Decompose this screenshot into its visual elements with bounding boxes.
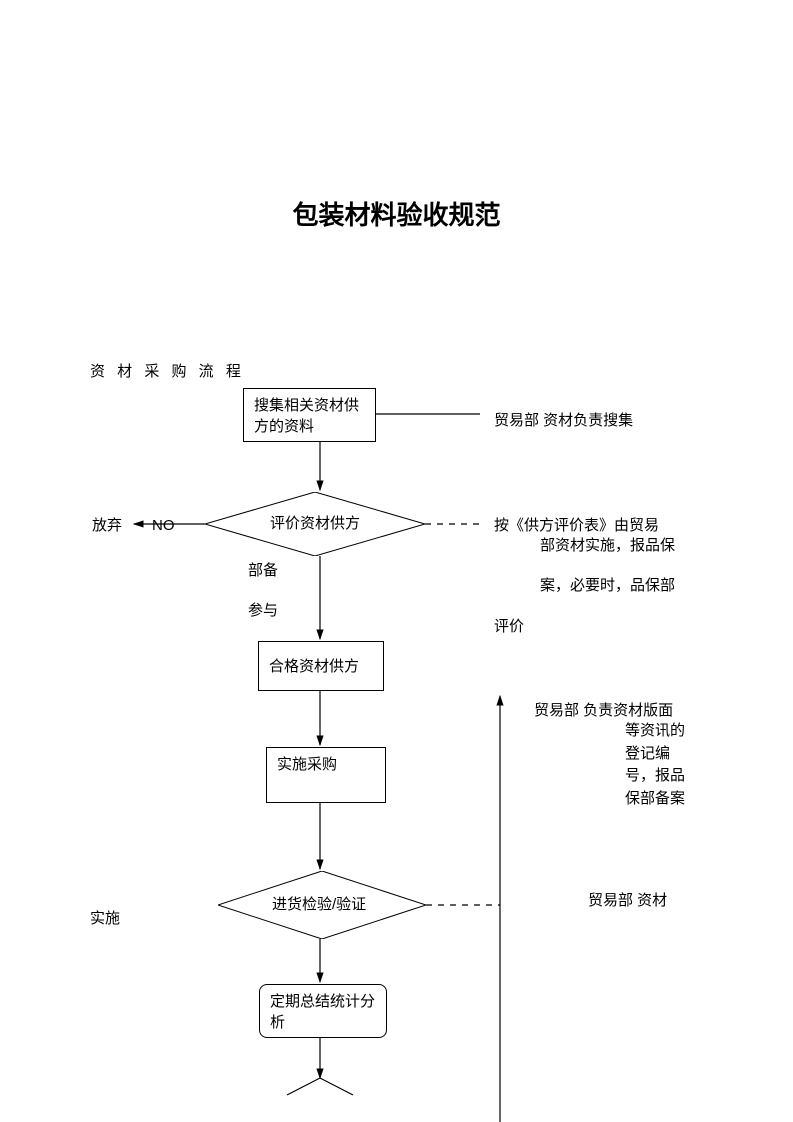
label-no: NO <box>152 515 175 538</box>
label-bube: 部备 <box>248 560 278 583</box>
note-2a-text: 按《供方评价表》由贸易 <box>494 517 659 534</box>
subtitle-text: 资 材 采 购 流 程 <box>90 363 245 380</box>
node-collect-text: 搜集相关资材供方的资料 <box>254 395 365 437</box>
note-2d-text: 评价 <box>494 618 524 635</box>
note-4: 贸易部 资材 <box>588 890 667 913</box>
label-shishi: 实施 <box>90 908 120 931</box>
note-2b: 部资材实施，报品保 <box>540 535 675 558</box>
node-evaluate-text: 评价资材供方 <box>270 515 360 532</box>
node-qualified: 合格资材供方 <box>258 641 384 691</box>
note-2d: 评价 <box>494 616 524 639</box>
node-inspect: 进货检验/验证 <box>218 871 426 939</box>
note-1: 贸易部 资材负责搜集 <box>494 410 633 433</box>
note-2b-text: 部资材实施，报品保 <box>540 537 675 554</box>
label-canyu-text: 参与 <box>248 602 278 619</box>
label-abandon: 放弃 <box>92 515 122 538</box>
page-title: 包装材料验收规范 <box>0 195 793 232</box>
label-bube-text: 部备 <box>248 562 278 579</box>
note-3b-text: 等资讯的登记编号，报品保部备案 <box>625 722 685 807</box>
node-analysis-text: 定期总结统计分析 <box>270 991 376 1033</box>
node-procure-text: 实施采购 <box>277 754 337 775</box>
node-analysis: 定期总结统计分析 <box>259 984 387 1038</box>
note-1-text: 贸易部 资材负责搜集 <box>494 412 633 429</box>
section-subtitle: 资 材 采 购 流 程 <box>90 360 245 381</box>
flow-lines <box>0 0 793 1122</box>
node-procure: 实施采购 <box>266 747 386 803</box>
note-2c-text: 案，必要时，品保部 <box>540 577 675 594</box>
note-4-text: 贸易部 资材 <box>588 892 667 909</box>
node-collect: 搜集相关资材供方的资料 <box>243 388 376 442</box>
node-evaluate: 评价资材供方 <box>205 492 425 556</box>
note-3b: 等资讯的登记编号，报品保部备案 <box>625 720 685 810</box>
node-qualified-text: 合格资材供方 <box>269 656 359 677</box>
label-shishi-text: 实施 <box>90 910 120 927</box>
note-3a-text: 贸易部 负责资材版面 <box>534 702 673 719</box>
title-text: 包装材料验收规范 <box>292 200 500 230</box>
label-no-text: NO <box>152 517 175 534</box>
label-canyu: 参与 <box>248 600 278 623</box>
label-abandon-text: 放弃 <box>92 517 122 534</box>
node-inspect-text: 进货检验/验证 <box>272 896 366 913</box>
note-2c: 案，必要时，品保部 <box>540 575 675 598</box>
